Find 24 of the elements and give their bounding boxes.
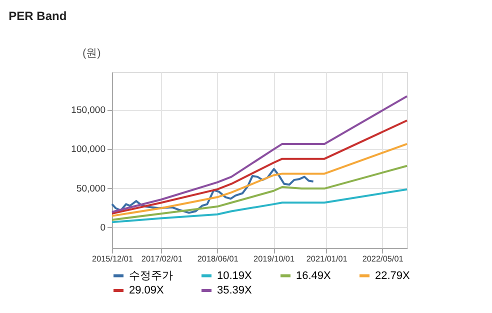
legend-label: 22.79X — [375, 270, 411, 282]
line-series — [111, 120, 408, 215]
x-tick-label: 2019/10/01 — [254, 254, 295, 264]
y-tick-label: 0 — [100, 222, 106, 234]
chart-title: PER Band — [8, 9, 67, 23]
legend-label: 35.39X — [217, 284, 253, 296]
line-series — [111, 188, 408, 224]
line-series — [111, 142, 408, 217]
line-series — [111, 164, 408, 221]
x-tick-label: 2022/05/01 — [362, 254, 404, 264]
y-tick-label: 50,000 — [76, 183, 106, 194]
line-series — [111, 95, 408, 214]
y-tick-label: 150,000 — [71, 105, 106, 116]
legend-label: 10.19X — [217, 270, 253, 282]
x-tick-label: 2017/02/01 — [141, 254, 183, 264]
x-tick-label: 2015/12/01 — [92, 254, 134, 264]
line-series — [111, 168, 314, 214]
x-tick-label: 2018/06/01 — [197, 254, 239, 264]
y-axis-title: (원) — [82, 48, 101, 60]
x-tick-label: 2021/01/01 — [306, 254, 348, 264]
legend-label: 29.09X — [129, 284, 165, 296]
legend-label: 수정주가 — [129, 270, 173, 282]
legend-label: 16.49X — [296, 270, 332, 282]
y-tick-label: 100,000 — [71, 144, 106, 156]
